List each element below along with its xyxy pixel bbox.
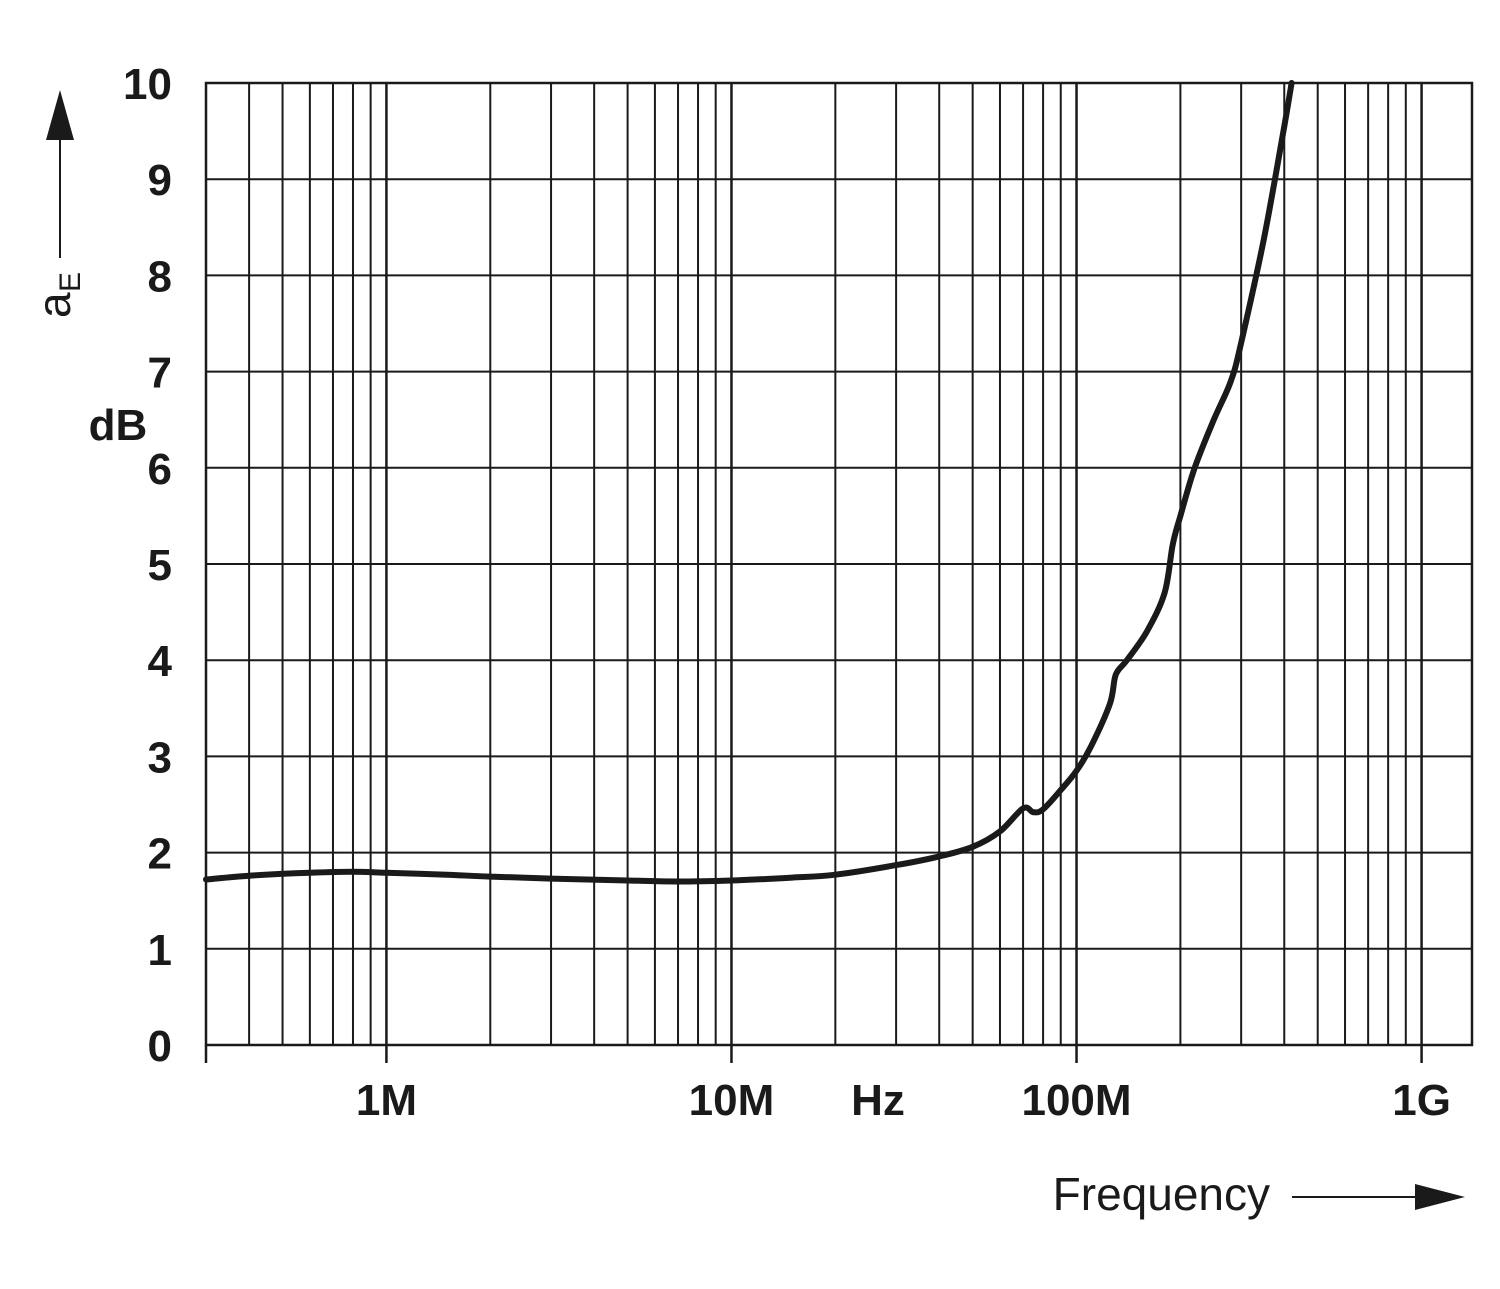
series-layer — [203, 80, 1295, 885]
series-line — [203, 80, 1295, 885]
y-tick-label: 0 — [148, 1022, 172, 1071]
y-tick-labels: 0 1 2 3 4 5 6 7 8 9 10 — [123, 60, 172, 1071]
y-tick-label: 9 — [148, 156, 172, 205]
x-tick-label: 1M — [356, 1076, 417, 1125]
y-tick-label: 4 — [148, 637, 173, 686]
x-axis-arrowhead — [1415, 1184, 1465, 1210]
y-tick-label: 2 — [148, 830, 172, 879]
x-tick-labels: 1M 10M 100M 1G — [356, 1076, 1451, 1125]
x-tick-label: 100M — [1021, 1076, 1131, 1125]
x-tick-label: 10M — [689, 1076, 775, 1125]
y-axis-label-main: a — [28, 292, 80, 318]
x-tick-label: 1G — [1392, 1076, 1451, 1125]
y-axis-label: a E — [28, 272, 87, 318]
y-tick-label: 7 — [148, 349, 172, 398]
y-tick-label: 6 — [148, 445, 172, 494]
plot-frame — [204, 81, 1474, 1047]
y-tick-label: 8 — [148, 252, 172, 301]
y-tick-label: 10 — [123, 60, 172, 109]
y-tick-label: 3 — [148, 733, 172, 782]
y-axis-label-sub: E — [54, 272, 87, 292]
x-unit-label: Hz — [851, 1076, 905, 1125]
grid — [204, 81, 1474, 1063]
y-unit-label: dB — [89, 401, 148, 450]
x-axis-label: Frequency — [1053, 1168, 1270, 1220]
y-tick-label: 1 — [148, 926, 172, 975]
y-tick-label: 5 — [148, 541, 172, 590]
y-axis-arrowhead — [46, 90, 74, 140]
